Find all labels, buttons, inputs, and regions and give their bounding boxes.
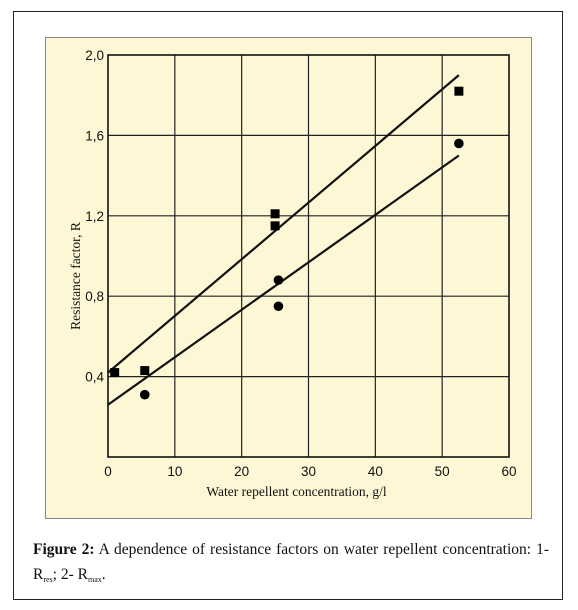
fit-line-series-2 <box>107 154 460 406</box>
caption-text-1: A dependence of resistance factors on wa… <box>33 541 549 583</box>
caption-sub-max: max <box>87 575 102 584</box>
grid-lines <box>108 55 509 457</box>
x-tick-label: 40 <box>368 464 383 479</box>
plot-panel <box>45 37 532 519</box>
square-marker <box>110 368 120 378</box>
x-tick-label: 50 <box>435 464 450 479</box>
fit-lines <box>107 74 460 406</box>
y-tick-label: 0,4 <box>85 370 104 385</box>
circle-marker <box>454 138 464 149</box>
figure-frame <box>13 11 563 600</box>
data-points <box>110 86 464 400</box>
circle-marker <box>139 389 150 400</box>
x-tick-label: 30 <box>301 464 316 479</box>
y-tick-label: 1,6 <box>85 128 104 143</box>
circle-marker <box>273 275 284 285</box>
y-axis-title: Resistance factor, R <box>68 222 83 330</box>
y-tick-label: 0,8 <box>85 289 104 304</box>
figure-caption: Figure 2: A dependence of resistance fac… <box>33 537 549 592</box>
x-axis-ticks: 0 10 20 30 40 50 60 <box>104 464 516 479</box>
x-tick-label: 10 <box>167 464 182 479</box>
x-tick-label: 20 <box>234 464 249 479</box>
caption-sub-res: res <box>43 575 53 584</box>
y-tick-label: 2,0 <box>85 48 104 63</box>
circle-marker <box>273 301 284 312</box>
caption-text-2: ; 2- R <box>52 566 88 583</box>
x-tick-label: 0 <box>104 464 112 479</box>
y-axis-ticks: 0,4 0,8 1,2 1,6 2,0 <box>85 48 104 385</box>
square-marker <box>140 366 150 376</box>
caption-text-3: . <box>101 566 106 583</box>
fit-line-series-1 <box>107 74 460 374</box>
square-marker <box>270 221 280 231</box>
y-tick-label: 1,2 <box>85 209 104 224</box>
x-axis-title: Water repellent concentration, g/l <box>206 484 387 499</box>
square-marker <box>454 86 464 96</box>
square-marker <box>270 209 280 219</box>
plot-area-border <box>107 54 510 458</box>
caption-label: Figure 2: <box>33 541 95 558</box>
x-tick-label: 60 <box>501 464 516 479</box>
